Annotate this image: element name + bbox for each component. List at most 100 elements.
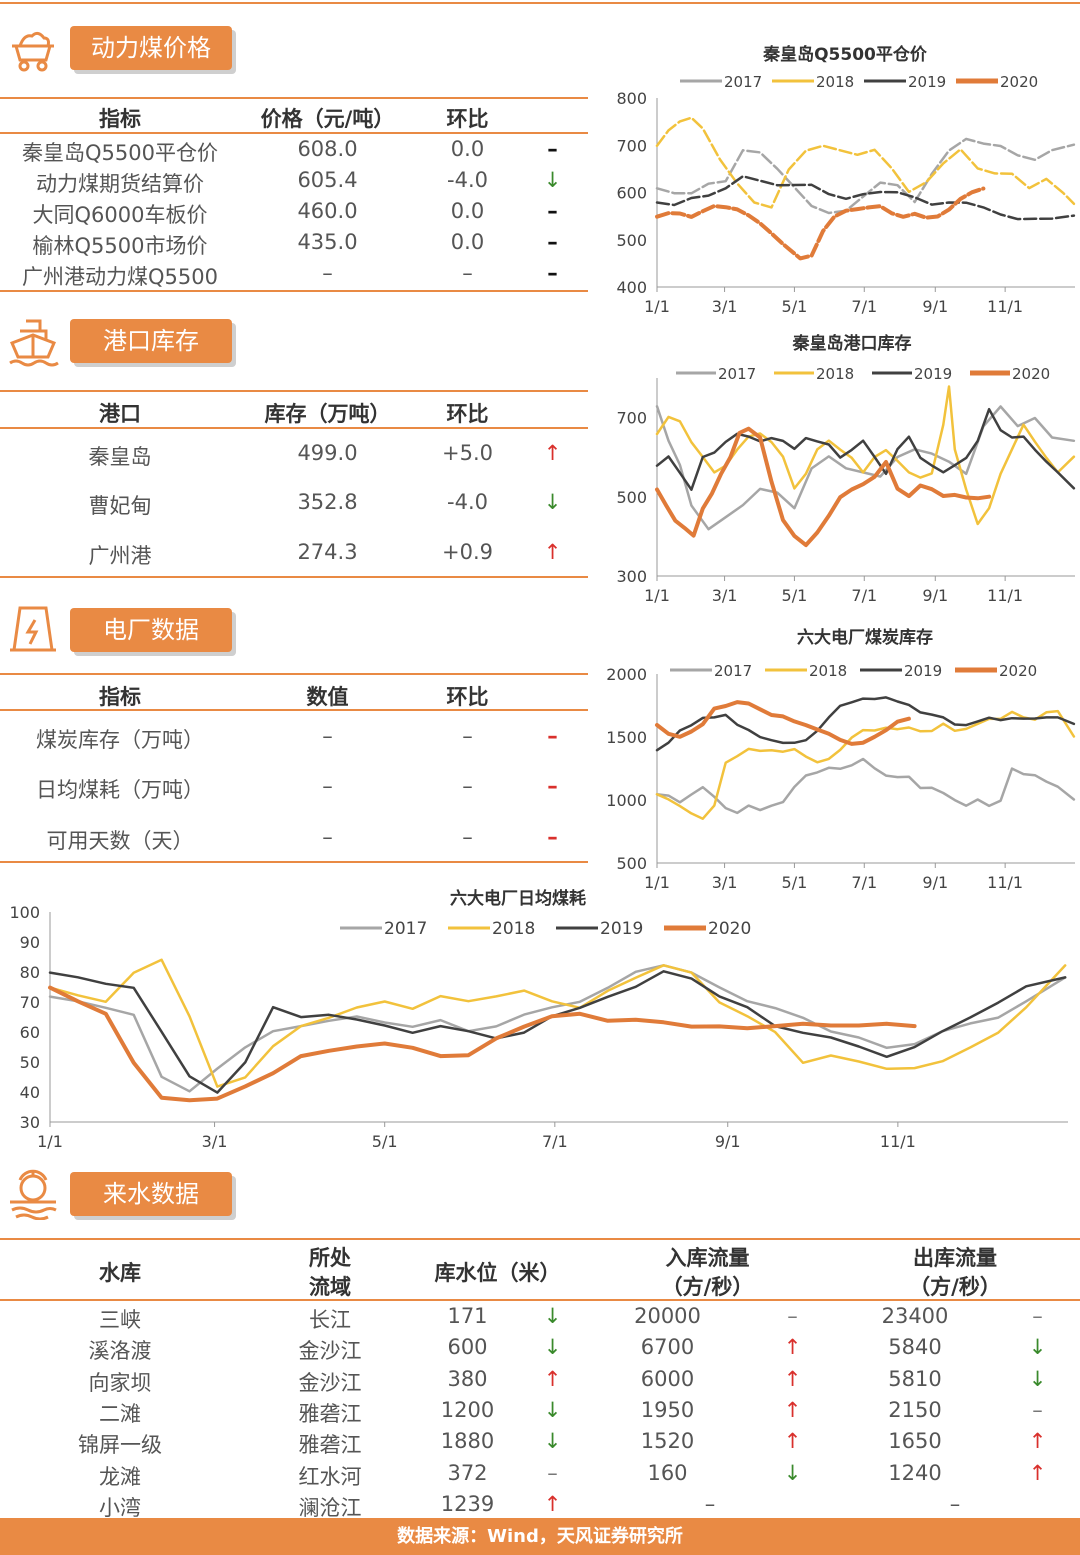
trend-arrow-icon: –: [787, 1304, 798, 1328]
row-value: 352.8: [297, 490, 358, 514]
trend-arrow-icon: ↓: [543, 1335, 562, 1360]
trend-arrow-icon: ↓: [543, 1429, 562, 1454]
series-line-2017: [655, 137, 1076, 215]
y-tick-label: 1500: [606, 728, 647, 747]
top-rule: [0, 2, 1080, 4]
rule: [0, 576, 588, 578]
reservoir-name: 溪洛渡: [88, 1339, 152, 1364]
series-line-2019: [655, 696, 1076, 752]
line-chart: 六大电厂煤炭库存 500 1000 1500 2000 1/1 3/1 5/1 7/1 9/1 11…: [606, 627, 1076, 892]
y-tick-label: 600: [616, 184, 647, 203]
x-tick-label: 5/1: [782, 586, 808, 605]
series-line-2019: [655, 407, 1076, 491]
power-plant-icon: [10, 606, 56, 652]
trend-arrow-icon: ↓: [783, 1460, 802, 1485]
reservoir-inflow: 1520: [640, 1429, 695, 1454]
series-line-2018: [655, 116, 1076, 209]
x-tick-label: 11/1: [987, 586, 1023, 605]
chart-qhd-price: 秦皇岛Q5500平仓价 400 500 600 700 800 1/1 3/1 5/1 7/1 9/…: [590, 38, 1080, 323]
trend-arrow-icon: ↑: [543, 1366, 562, 1391]
trend-arrow-icon: –: [547, 825, 558, 849]
section-header-water: 来水数据: [0, 1166, 590, 1224]
table-header-cell: 指标: [99, 685, 141, 709]
y-tick-label: 1000: [606, 791, 647, 810]
series-line-2018: [655, 709, 1076, 820]
chart-plant-consumption: 六大电厂日均煤耗 30 40 50 60 70 80 90 100 1/1 3/1 5/1 7/1 9/1…: [0, 884, 1080, 1154]
rule: [0, 427, 588, 429]
chart-title: 六大电厂煤炭库存: [797, 627, 933, 648]
trend-arrow-icon: ↓: [543, 1304, 562, 1328]
row-label: 秦皇岛: [88, 445, 152, 469]
row-change: 0.0: [450, 199, 485, 223]
trend-arrow-icon: –: [1032, 1397, 1043, 1422]
reservoir-outflow: 5840: [888, 1335, 942, 1360]
x-tick-label: 11/1: [880, 1132, 916, 1151]
table-header-cell: 入库流量: [665, 1246, 750, 1270]
y-tick-label: 700: [616, 409, 647, 428]
trend-arrow-icon: ↓: [543, 168, 562, 192]
chart-title: 秦皇岛Q5500平仓价: [763, 44, 928, 65]
x-tick-label: 9/1: [922, 586, 948, 605]
reservoir-name: 向家坝: [88, 1370, 152, 1395]
row-change: -4.0: [447, 168, 488, 192]
table-header-cell: （方/秒）: [661, 1275, 754, 1299]
y-tick-label: 2000: [606, 665, 647, 684]
table-header-cell: 流域: [309, 1275, 351, 1299]
line-chart: 秦皇岛港口库存 300 500 700 1/1 3/1 5/1 7/1 9/1 11/1 2017 2…: [616, 333, 1076, 605]
port-table: 港口 库存（万吨） 环比 秦皇岛 499.0 +5.0 ↑ 曹妃甸 352.8 -4.0 ↓ 广州港 2…: [0, 390, 588, 580]
line-chart: 六大电厂日均煤耗 30 40 50 60 70 80 90 100 1/1 3/1 5/1 7/1 9/1…: [9, 888, 1068, 1151]
section-title-price: 动力煤价格: [70, 26, 232, 70]
section-header-price: 动力煤价格: [0, 22, 590, 80]
row-value: 605.4: [297, 168, 358, 192]
y-tick-label: 100: [9, 903, 40, 922]
trend-arrow-icon: ↓: [1028, 1335, 1047, 1360]
reservoir-name: 龙滩: [99, 1464, 141, 1489]
legend-label: 2020: [999, 662, 1037, 680]
trend-arrow-icon: –: [547, 137, 558, 161]
x-tick-label: 11/1: [987, 297, 1023, 316]
row-value: 608.0: [297, 137, 358, 161]
series-line-2017: [655, 757, 1076, 815]
reservoir-inflow: 160: [647, 1460, 688, 1485]
row-change: –: [462, 724, 473, 748]
legend-label: 2018: [816, 365, 854, 383]
reservoir-inflow: 6000: [640, 1366, 695, 1391]
sun-water-icon: [10, 1169, 57, 1220]
y-tick-label: 400: [616, 278, 647, 297]
legend-label: 2018: [816, 73, 854, 91]
row-change: 0.0: [450, 137, 485, 161]
row-label: 可用天数（天）: [46, 829, 194, 853]
reservoir-level: 1239: [440, 1491, 495, 1516]
table-header-cell: 出库流量: [913, 1246, 997, 1270]
rule: [0, 290, 588, 292]
table-header-cell: 指标: [99, 107, 141, 131]
section-title-port: 港口库存: [70, 319, 232, 363]
reservoir-basin: 金沙江: [298, 1370, 362, 1395]
ship-icon: [9, 319, 59, 367]
row-value: 274.3: [297, 540, 358, 564]
y-tick-label: 60: [20, 1023, 40, 1042]
reservoir-outflow: 23400: [881, 1304, 949, 1328]
row-label: 大同Q6000车板价: [32, 203, 208, 227]
rule: [0, 673, 588, 675]
row-change: –: [462, 774, 473, 798]
trend-arrow-icon: ↑: [543, 1491, 562, 1516]
rule: [0, 132, 588, 134]
trend-arrow-icon: –: [547, 774, 558, 798]
reservoir-inflow: 6700: [640, 1335, 695, 1360]
water-table: 水库 所处 流域 库水位（米） 入库流量 （方/秒） 出库流量 （方/秒） 三峡 长江 171 ↓ 20…: [0, 1238, 1080, 1520]
reservoir-basin: 长江: [309, 1308, 351, 1332]
table-header-cell: 价格（元/吨）: [260, 107, 395, 131]
row-change: +5.0: [442, 441, 493, 465]
trend-arrow-icon: ↑: [783, 1366, 802, 1391]
trend-arrow-icon: ↓: [543, 490, 562, 514]
y-tick-label: 500: [616, 231, 647, 250]
series-line-2020: [655, 426, 992, 548]
section-header-port: 港口库存: [0, 313, 590, 371]
y-tick-label: 30: [20, 1113, 40, 1132]
table-header-cell: 库存（万吨）: [264, 402, 391, 426]
reservoir-inflow: –: [704, 1491, 716, 1516]
series-line-2020: [48, 985, 917, 1103]
section-title-water: 来水数据: [70, 1172, 232, 1216]
legend-label: 2020: [708, 919, 751, 939]
